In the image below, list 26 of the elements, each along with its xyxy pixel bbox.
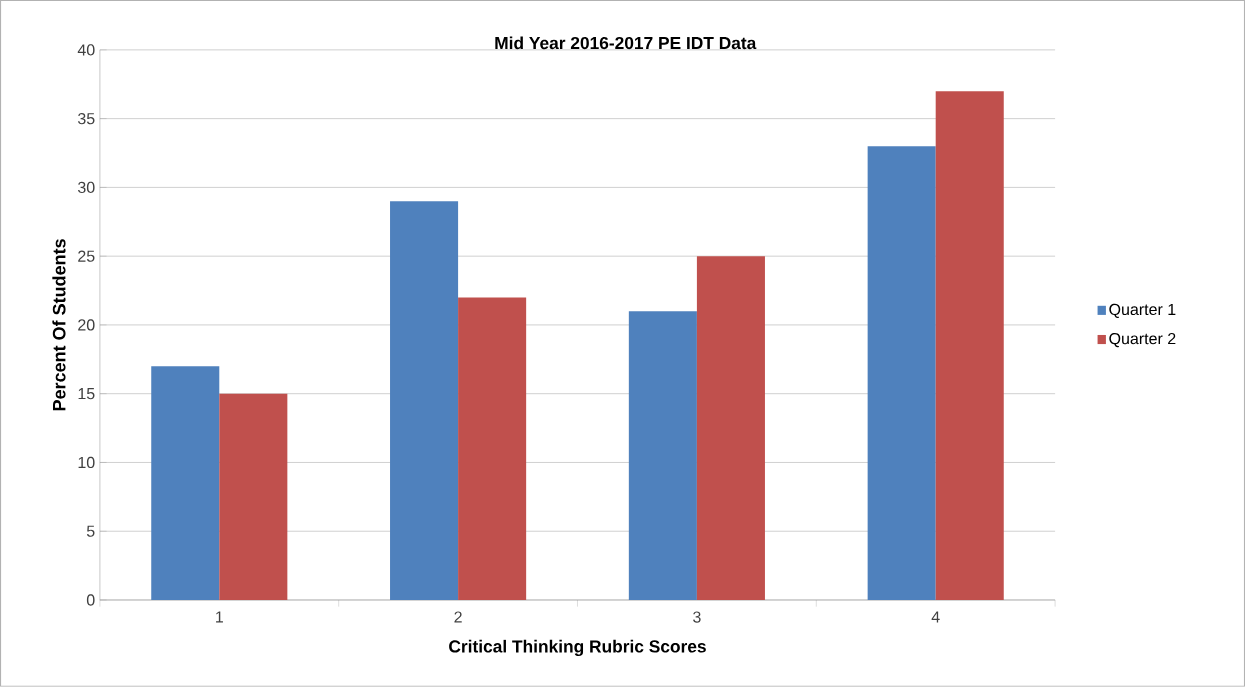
x-axis-title: Critical Thinking Rubric Scores: [449, 639, 706, 657]
y-tick-label: 30: [77, 181, 95, 194]
bar: [390, 201, 459, 601]
y-tick-label: 35: [77, 113, 95, 125]
bar: [628, 311, 697, 601]
chart-title: Mid Year 2016-2017 PE IDT Data: [495, 36, 757, 50]
bar: [867, 146, 936, 601]
bar: [151, 366, 220, 601]
bar: [458, 297, 527, 601]
x-tick-label: 3: [693, 611, 701, 623]
bar: [696, 256, 765, 601]
y-axis-title: Percent Of Students: [52, 239, 66, 411]
x-tick-label: 4: [931, 611, 940, 623]
bar: [935, 91, 1004, 601]
y-tick-label: 25: [78, 250, 95, 262]
bar: [219, 393, 288, 601]
y-tick-label: 20: [78, 319, 95, 331]
y-tick-label: 40: [77, 44, 95, 56]
legend-label: Quarter 1: [1109, 303, 1176, 319]
legend-label: Quarter 2: [1109, 333, 1176, 348]
y-tick-label: 10: [78, 456, 95, 469]
y-tick-label: 15: [78, 388, 95, 400]
y-tick-label: 0: [86, 594, 95, 606]
x-tick-label: 1: [216, 611, 223, 623]
x-tick-label: 2: [454, 611, 462, 623]
y-tick-label: 5: [86, 525, 95, 537]
